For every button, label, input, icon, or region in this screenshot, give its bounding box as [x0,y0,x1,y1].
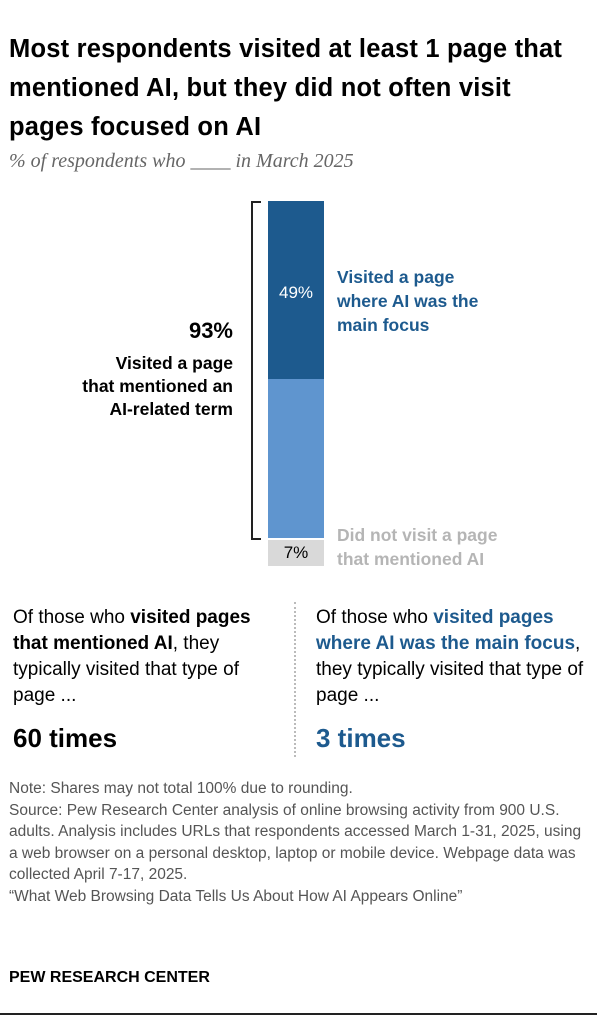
left-panel-post: , they typically visited that type of pa… [13,633,239,706]
segment-label-line: Did not visit a page [337,525,498,545]
bracket-label-line: that mentioned an [82,376,233,396]
segment-label-line: that mentioned AI [337,549,485,569]
left-panel-bold: visited pages that mentioned AI [13,607,251,654]
bar-value-label: 7% [283,543,309,562]
chart-subtitle: % of respondents who ____ in March 2025 [9,150,354,172]
segment-label-not-visited: Did not visit a page that mentioned AI [337,523,497,571]
right-panel-value: 3 times [316,723,406,753]
brand-logo-text: PEW RESEARCH CENTER [9,969,210,986]
right-panel-text: Of those who visited pages where AI was … [316,605,584,709]
right-panel-pre: Of those who [316,607,434,628]
bracket-value-label: 93% [188,318,233,343]
note-text: Note: Shares may not total 100% due to r… [9,780,353,797]
chart-title: Most respondents visited at least 1 page… [9,35,563,141]
left-stat-panel: Of those who visited pages that mentione… [13,605,278,751]
right-panel-post: , they typically visited that type of pa… [316,633,584,706]
segment-label-main-focus: Visited a page where AI was the main foc… [337,265,478,337]
chart-notes: Note: Shares may not total 100% due to r… [9,778,589,907]
source-text: Source: Pew Research Center analysis of … [9,801,582,884]
bracket-label: Visited a page that mentioned an AI-rela… [43,352,233,421]
segment-label-line: Visited a page [337,267,455,287]
bar-segment-mentioned-only [268,378,324,538]
stacked-bar: 49% 7% [268,201,324,566]
left-panel-value: 60 times [13,723,118,753]
bracket-label-line: AI-related term [109,399,233,419]
bracket-annotation: 93% Visited a page that mentioned an AI-… [43,318,233,421]
panel-divider [294,602,296,757]
report-title: “What Web Browsing Data Tells Us About H… [9,887,463,905]
left-panel-pre: Of those who [13,607,131,628]
bar-value-label: 49% [278,283,314,302]
bottom-rule [0,1013,597,1015]
left-panel-text: Of those who visited pages that mentione… [13,605,278,709]
right-panel-bold: visited pages where AI was the main focu… [316,607,576,654]
bracket-label-line: Visited a page [115,353,233,373]
right-stat-panel: Of those who visited pages where AI was … [316,605,584,751]
segment-label-line: main focus [337,315,430,335]
bar-segment-main-focus [268,201,324,379]
bar-segment-not-visited [268,540,324,566]
segment-label-line: where AI was the [337,291,479,311]
chart-bracket [251,201,261,540]
